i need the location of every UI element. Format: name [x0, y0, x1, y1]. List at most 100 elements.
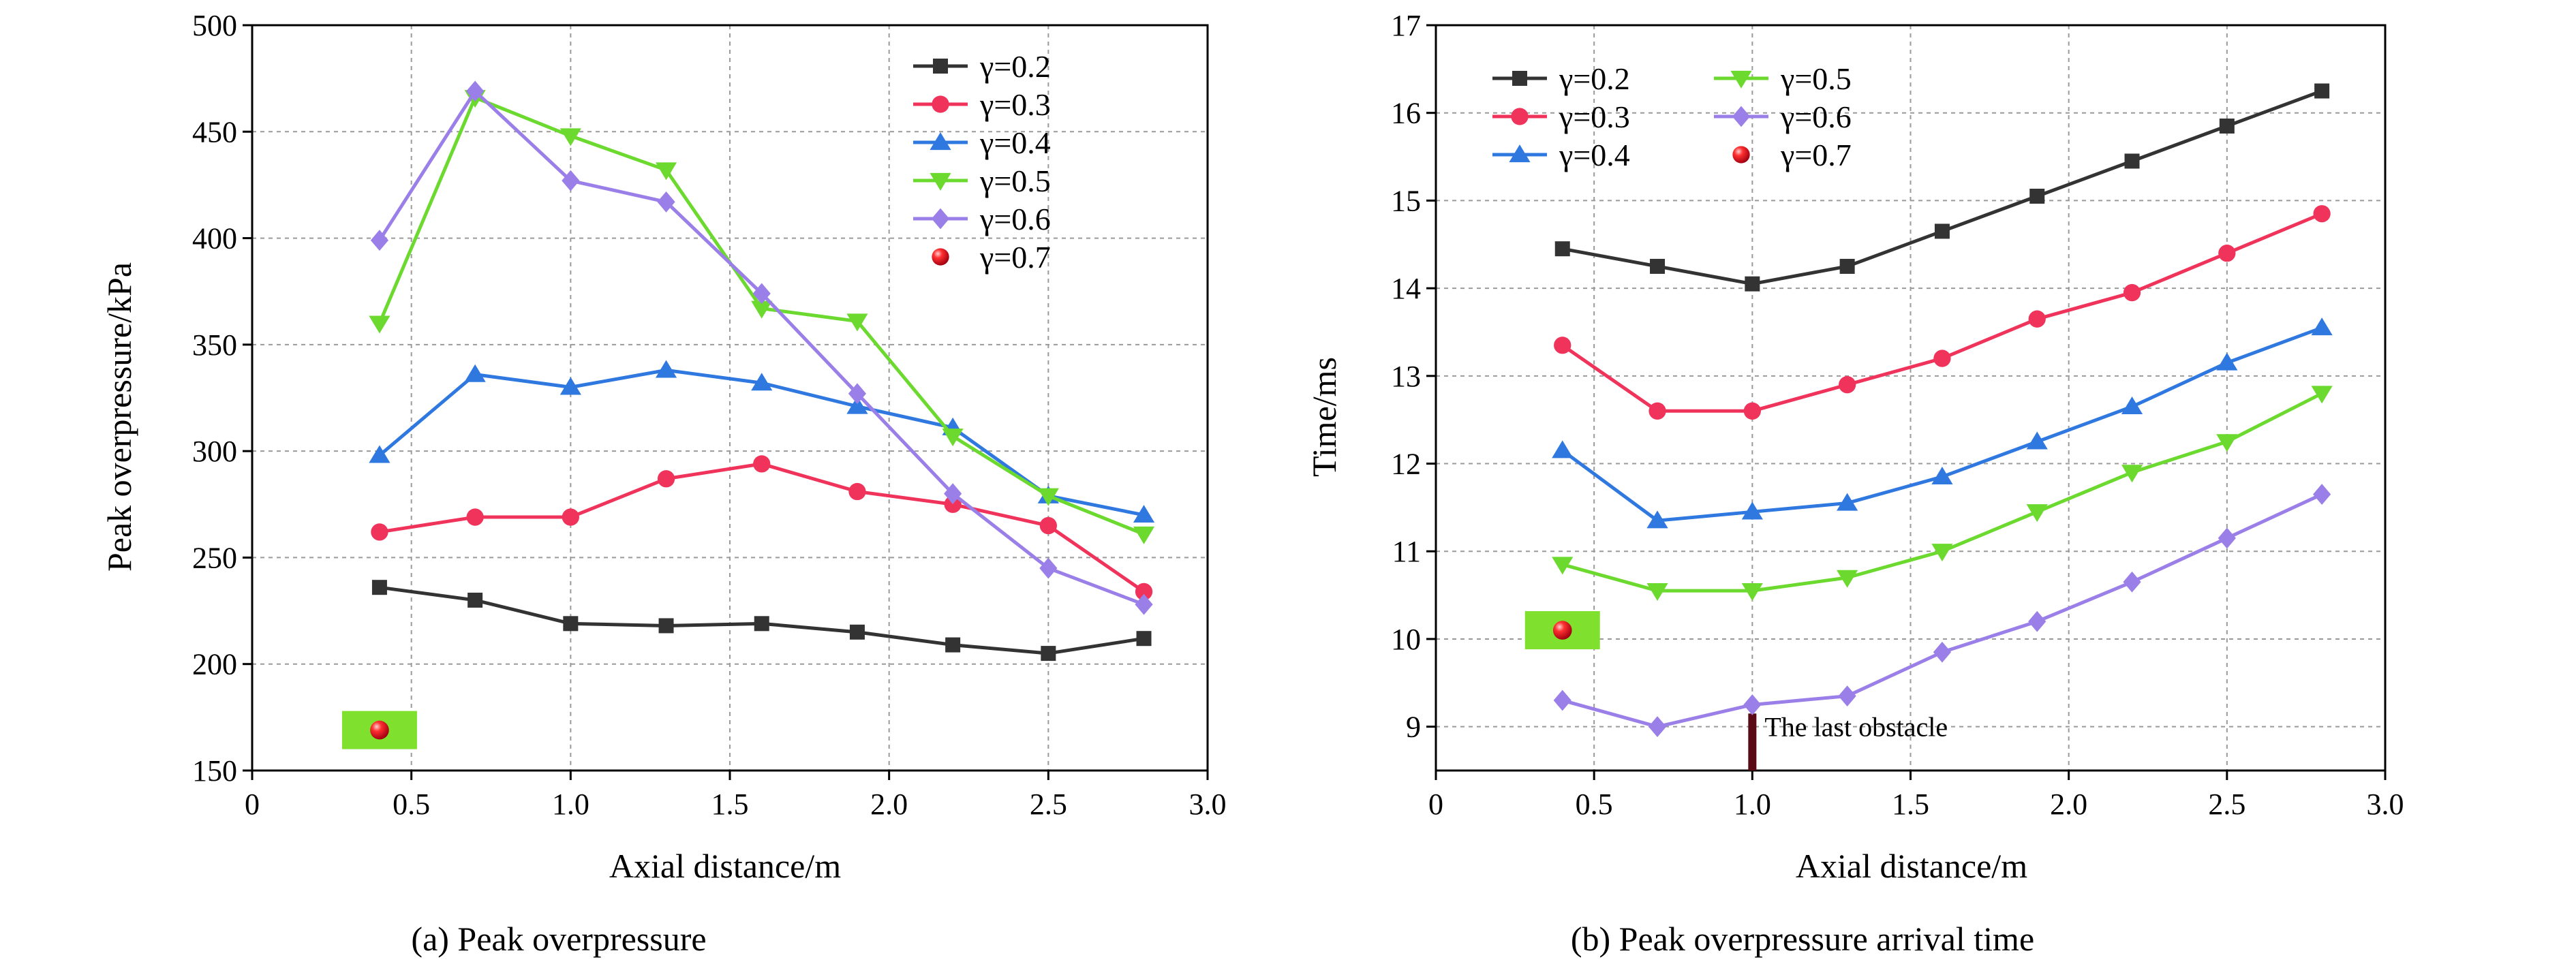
data-point	[2219, 119, 2235, 134]
y-tick-label: 250	[192, 541, 237, 574]
legend-item: γ=0.6	[913, 202, 1051, 236]
data-point	[1648, 716, 1667, 738]
x-tick-label: 1.5	[711, 788, 749, 821]
legend-marker	[933, 59, 948, 74]
x-tick-label: 0.5	[393, 788, 430, 821]
data-point	[658, 618, 674, 634]
x-tick-label: 2.5	[1030, 788, 1067, 821]
y-tick-label: 300	[192, 435, 237, 468]
data-point	[655, 360, 677, 378]
data-point	[559, 377, 581, 395]
legend-label: γ=0.4	[1559, 138, 1630, 172]
y-tick-label: 450	[192, 115, 237, 149]
x-tick-label: 0	[1428, 788, 1443, 821]
data-point	[1650, 258, 1666, 274]
data-point	[559, 128, 581, 146]
data-point	[371, 580, 387, 595]
data-point	[562, 508, 579, 526]
data-point	[1649, 402, 1666, 420]
legend-marker	[1512, 71, 1527, 86]
series-0.4-group	[369, 360, 1155, 523]
data-point	[1933, 641, 1952, 663]
x-tick-label: 2.5	[2208, 788, 2245, 821]
data-point	[1745, 276, 1760, 292]
x-tick-label: 1.0	[552, 788, 589, 821]
data-point	[753, 455, 771, 473]
data-point	[1554, 337, 1571, 354]
data-point	[1743, 402, 1761, 420]
series-line	[378, 368, 1145, 517]
panel-b-arrival-time: 0 0.5 1.0 1.5 2.0 2.5 3.0 9 10 11 12 13 14 15 16 17 The …	[1391, 9, 2404, 821]
series-0.7-group	[1524, 611, 1600, 650]
data-point	[1934, 223, 1950, 239]
series-line	[1561, 212, 2323, 413]
legend-item: γ=0.5	[913, 164, 1051, 198]
y-tick-label: 500	[192, 9, 237, 42]
data-point	[464, 364, 486, 382]
data-point	[2313, 484, 2331, 505]
data-point	[2218, 244, 2236, 262]
y-tick-label: 200	[192, 648, 237, 681]
legend-marker	[1509, 144, 1531, 163]
data-point	[849, 624, 865, 640]
panel-b-x-axis-title: Axial distance/m	[1796, 847, 2027, 885]
y-tick-label: 15	[1391, 184, 1421, 217]
data-point	[370, 720, 389, 740]
legend-label: γ=0.3	[1559, 99, 1630, 134]
data-point	[1741, 501, 1763, 520]
data-point	[2123, 571, 2141, 593]
data-point	[2028, 610, 2046, 632]
series-0.5-group	[1552, 386, 2333, 602]
data-point	[1135, 582, 1153, 601]
grid	[252, 25, 1208, 771]
data-point	[1743, 694, 1762, 715]
data-point	[467, 592, 483, 608]
legend-item: γ=0.4	[1492, 138, 1630, 172]
annotation-label: The last obstacle	[1764, 712, 1948, 743]
panel-a-peak-overpressure: 0 0.5 1.0 1.5 2.0 2.5 3.0 150 200 250 300 350 400 450…	[192, 9, 1227, 821]
data-point	[2311, 317, 2333, 336]
x-tick-label: 1.0	[1734, 788, 1771, 821]
y-tick-label: 12	[1391, 448, 1421, 481]
data-point	[1039, 516, 1057, 535]
series-0.6-group	[370, 80, 1153, 615]
data-point	[1133, 505, 1155, 523]
legend-label: γ=0.4	[979, 125, 1051, 160]
data-point	[2029, 188, 2045, 204]
data-point	[369, 445, 390, 463]
legend: γ=0.2γ=0.3γ=0.4γ=0.5γ=0.6γ=0.7	[1492, 61, 1852, 172]
data-point	[657, 191, 675, 213]
legend-label: γ=0.2	[979, 49, 1051, 84]
legend-marker	[931, 208, 950, 230]
data-point	[563, 616, 579, 632]
data-point	[848, 482, 866, 501]
legend: γ=0.2γ=0.3γ=0.4γ=0.5γ=0.6γ=0.7	[913, 49, 1051, 275]
x-tick-label: 0.5	[1576, 788, 1613, 821]
legend-item: γ=0.3	[913, 87, 1051, 122]
data-point	[1741, 583, 1763, 602]
series-0.7-group	[341, 711, 417, 749]
data-point	[1136, 631, 1152, 647]
panel-a-y-axis-title: Peak overpressure/kPa	[100, 262, 138, 572]
x-tick-label: 2.0	[870, 788, 908, 821]
y-tick-label: 14	[1391, 272, 1421, 305]
data-point	[944, 495, 962, 513]
data-point	[2121, 397, 2143, 415]
data-point	[846, 396, 868, 414]
y-tick-label: 13	[1391, 360, 1421, 393]
data-point	[1041, 646, 1056, 662]
x-tick-label: 3.0	[2367, 788, 2404, 821]
data-point	[1931, 544, 1953, 562]
legend-item: γ=0.2	[913, 49, 1051, 84]
panel-b-caption: (b) Peak overpressure arrival time	[1571, 920, 2034, 958]
panel-a-x-axis-title: Axial distance/m	[609, 847, 841, 885]
data-point	[1039, 557, 1058, 579]
legend-item: γ=0.6	[1714, 99, 1852, 134]
data-point	[2124, 153, 2140, 169]
series-0.2-group	[1554, 83, 2330, 292]
data-point	[2216, 352, 2238, 371]
data-point	[2311, 386, 2333, 404]
data-point	[754, 616, 769, 632]
legend-label: γ=0.2	[1559, 61, 1630, 96]
data-point	[751, 373, 773, 391]
